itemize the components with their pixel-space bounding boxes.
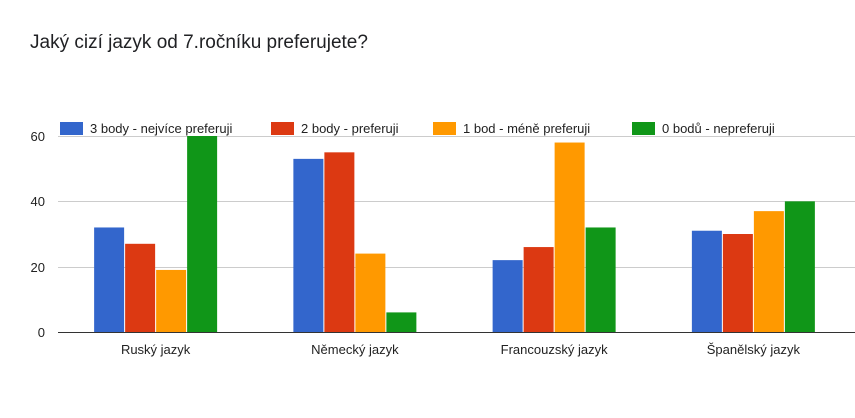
bar xyxy=(585,227,616,332)
legend-swatch xyxy=(433,122,456,135)
legend: 3 body - nejvíce preferuji 2 body - prefe… xyxy=(60,121,775,136)
category-label: Španělský jazyk xyxy=(707,342,801,357)
bar xyxy=(523,247,554,332)
legend-swatch xyxy=(632,122,655,135)
bar xyxy=(94,227,125,332)
legend-label: 0 bodů - nepreferuji xyxy=(662,121,775,136)
legend-label: 2 body - preferuji xyxy=(301,121,399,136)
bar xyxy=(492,260,523,332)
y-tick-label: 60 xyxy=(31,129,45,144)
bar xyxy=(691,230,722,332)
category-label: Německý jazyk xyxy=(311,342,399,357)
bars xyxy=(94,136,815,332)
axes: 0 20 40 60 Ruský jazyk Německý jazyk Francouzs… xyxy=(31,129,801,357)
y-tick-label: 20 xyxy=(31,260,45,275)
bar xyxy=(355,253,386,332)
legend-swatch xyxy=(60,122,83,135)
category-label: Ruský jazyk xyxy=(121,342,191,357)
chart-title: Jaký cizí jazyk od 7.ročníku preferujete… xyxy=(30,32,368,53)
y-tick-label: 40 xyxy=(31,194,45,209)
legend-swatch xyxy=(271,122,294,135)
legend-label: 3 body - nejvíce preferuji xyxy=(90,121,232,136)
bar xyxy=(722,234,753,332)
category-label: Francouzský jazyk xyxy=(501,342,608,357)
bar xyxy=(324,152,355,332)
y-tick-label: 0 xyxy=(38,325,45,340)
bar xyxy=(554,142,585,332)
bar xyxy=(125,243,156,332)
bar xyxy=(753,211,784,332)
bar xyxy=(187,136,218,332)
legend-label: 1 bod - méně preferuji xyxy=(463,121,590,136)
bar xyxy=(156,269,187,332)
bar xyxy=(784,201,815,332)
bar xyxy=(386,312,417,332)
bar xyxy=(293,158,324,332)
